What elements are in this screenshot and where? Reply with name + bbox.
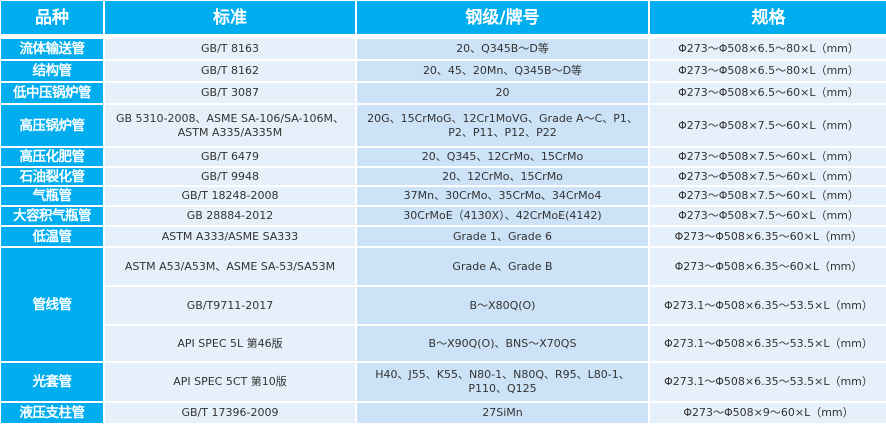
cell-grade: 20、12CrMo、15CrMo [357,168,648,185]
cell-grade: 30CrMoE（4130X）、42CrMoE(4142) [357,207,648,225]
cell-type: 结构管 [1,61,103,81]
cell-standard: API SPEC 5CT 第10版 [105,363,355,401]
cell-type: 管线管 [1,248,103,361]
cell-type: 流体输送管 [1,39,103,59]
table-row: 管线管 ASTM A53/A53M、ASME SA-53/SA53M Grade A… [1,248,886,361]
cell-grade: Grade 1、Grade 6 [357,227,648,246]
cell-grade: 20、45、20Mn、Q345B～D等 [357,61,648,81]
cell-grade: 20 [357,83,648,103]
table-row: 光套管 API SPEC 5CT 第10版 H40、J55、K55、N80-1、N8… [1,363,886,401]
cell-grade: 20、Q345B～D等 [357,39,648,59]
cell-type: 高压锅炉管 [1,105,103,146]
cell-standard: GB 28884-2012 [105,207,355,225]
table-row: 高压锅炉管 GB 5310-2008、ASME SA-106/SA-106M、AS… [1,105,886,146]
table-row: 大容积气瓶管 GB 28884-2012 30CrMoE（4130X）、42CrMo… [1,207,886,225]
cell-spec: Φ273～Φ508×7.5～60×L（mm） [650,187,886,205]
cell-type: 光套管 [1,363,103,401]
cell-grade: B～X80Q(O) [357,287,648,324]
cell-type: 大容积气瓶管 [1,207,103,225]
cell-grade: 20G、15CrMoG、12Cr1MoVG、Grade A～C、P1、P2、P1… [357,105,648,146]
cell-type: 高压化肥管 [1,148,103,166]
cell-spec: Φ273～Φ508×6.35～60×L（mm） [650,248,886,285]
cell-standard: GB/T9711-2017 [105,287,355,324]
cell-spec: Φ273～Φ508×9～60×L（mm） [650,403,886,423]
cell-standard: API SPEC 5L 第46版 [105,326,355,361]
cell-grade: B～X90Q(O)、BNS～X70QS [357,326,648,361]
table-row: 液压支柱管 GB/T 17396-2009 27SiMn Φ273～Φ508×9～60… [1,403,886,423]
cell-grade: 20、Q345、12CrMo、15CrMo [357,148,648,166]
cell-standard: GB/T 17396-2009 [105,403,355,423]
header-row: 品种 标准 钢级/牌号 规格 [1,1,886,34]
cell-spec: Φ273～Φ508×6.5～80×L（mm） [650,61,886,81]
cell-standard: GB/T 3087 [105,83,355,103]
cell-grade: Grade A、Grade B [357,248,648,285]
cell-spec: Φ273～Φ508×6.35～60×L（mm） [650,227,886,246]
cell-type: 低中压锅炉管 [1,83,103,103]
header-type: 品种 [1,1,103,34]
cell-standard: GB/T 6479 [105,148,355,166]
cell-standard: GB/T 9948 [105,168,355,185]
cell-type: 石油裂化管 [1,168,103,185]
cell-spec: Φ273～Φ508×7.5～60×L（mm） [650,168,886,185]
cell-spec: Φ273～Φ508×6.5～80×L（mm） [650,39,886,59]
cell-type: 液压支柱管 [1,403,103,423]
cell-grade: 37Mn、30CrMo、35CrMo、34CrMo4 [357,187,648,205]
table-row: 低温管 ASTM A333/ASME SA333 Grade 1、Grade 6 Φ2… [1,227,886,246]
cell-standard: ASTM A333/ASME SA333 [105,227,355,246]
cell-spec: Φ273～Φ508×7.5～60×L（mm） [650,207,886,225]
cell-spec: Φ273.1～Φ508×6.35～53.5×L（mm） [650,326,886,361]
table-row: 结构管 GB/T 8162 20、45、20Mn、Q345B～D等 Φ273～Φ508… [1,61,886,81]
table-row: 流体输送管 GB/T 8163 20、Q345B～D等 Φ273～Φ508×6.5～8… [1,39,886,59]
cell-grade: H40、J55、K55、N80-1、N80Q、R95、L80-1、P110、Q1… [357,363,648,401]
header-spec: 规格 [650,1,886,34]
cell-type: 气瓶管 [1,187,103,205]
table-row: API SPEC 5L 第46版 B～X90Q(O)、BNS～X70QS Φ273.… [1,326,886,361]
table-row: 气瓶管 GB/T 18248-2008 37Mn、30CrMo、35CrMo、34C… [1,187,886,205]
cell-standard: GB/T 8163 [105,39,355,59]
header-grade: 钢级/牌号 [357,1,648,34]
cell-standard: ASTM A53/A53M、ASME SA-53/SA53M [105,248,355,285]
header-divider [1,36,886,37]
cell-spec: Φ273～Φ508×6.5～60×L（mm） [650,83,886,103]
table-row: 石油裂化管 GB/T 9948 20、12CrMo、15CrMo Φ273～Φ508×… [1,168,886,185]
header-standard: 标准 [105,1,355,34]
cell-spec: Φ273～Φ508×7.5～60×L（mm） [650,105,886,146]
cell-standard: GB 5310-2008、ASME SA-106/SA-106M、ASTM A3… [105,105,355,146]
table-row: 低中压锅炉管 GB/T 3087 20 Φ273～Φ508×6.5～60×L（mm） [1,83,886,103]
cell-grade: 27SiMn [357,403,648,423]
cell-spec: Φ273.1～Φ508×6.35～53.5×L（mm） [650,287,886,324]
cell-spec: Φ273.1～Φ508×6.35～53.5×L（mm） [650,363,886,401]
cell-standard: GB/T 8162 [105,61,355,81]
cell-type: 低温管 [1,227,103,246]
table-row: GB/T9711-2017 B～X80Q(O) Φ273.1～Φ508×6.35～5… [1,287,886,324]
cell-spec: Φ273～Φ508×7.5～60×L（mm） [650,148,886,166]
table-row: 高压化肥管 GB/T 6479 20、Q345、12CrMo、15CrMo Φ273～… [1,148,886,166]
cell-standard: GB/T 18248-2008 [105,187,355,205]
